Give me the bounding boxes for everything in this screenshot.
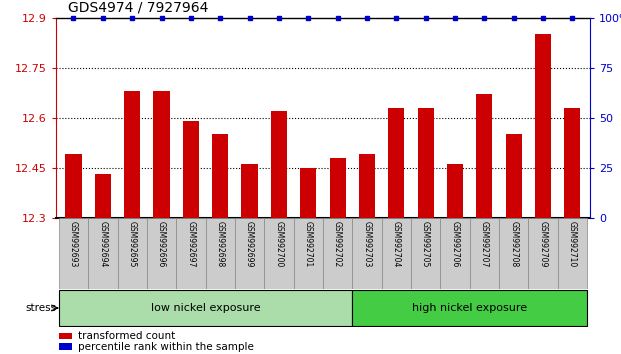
- Text: GSM992710: GSM992710: [568, 221, 577, 268]
- Bar: [505, 135, 522, 218]
- Text: GSM992698: GSM992698: [215, 221, 225, 268]
- Text: GSM992704: GSM992704: [392, 221, 401, 268]
- Bar: [382, 218, 411, 289]
- Bar: [558, 218, 587, 289]
- Bar: [183, 121, 199, 218]
- Bar: [300, 168, 316, 218]
- Text: GSM992695: GSM992695: [128, 221, 137, 268]
- Bar: [147, 218, 176, 289]
- Bar: [117, 218, 147, 289]
- Bar: [469, 218, 499, 289]
- Text: GSM992701: GSM992701: [304, 221, 313, 268]
- Text: GDS4974 / 7927964: GDS4974 / 7927964: [68, 0, 209, 14]
- Text: GSM992703: GSM992703: [363, 221, 371, 268]
- Bar: [528, 218, 558, 289]
- Bar: [499, 218, 528, 289]
- Bar: [564, 108, 581, 218]
- Bar: [294, 218, 323, 289]
- Text: GSM992694: GSM992694: [98, 221, 107, 268]
- Bar: [417, 108, 433, 218]
- Bar: [388, 108, 404, 218]
- Text: transformed count: transformed count: [78, 331, 176, 341]
- Bar: [359, 154, 375, 218]
- Bar: [153, 91, 170, 218]
- Bar: [124, 91, 140, 218]
- Bar: [88, 218, 117, 289]
- Bar: [264, 218, 294, 289]
- Text: GSM992696: GSM992696: [157, 221, 166, 268]
- Text: GSM992699: GSM992699: [245, 221, 254, 268]
- Bar: [330, 158, 346, 218]
- Bar: [476, 95, 492, 218]
- Text: GSM992693: GSM992693: [69, 221, 78, 268]
- Bar: [447, 164, 463, 218]
- Text: GSM992709: GSM992709: [538, 221, 548, 268]
- Bar: [411, 218, 440, 289]
- Text: GSM992705: GSM992705: [421, 221, 430, 268]
- Bar: [65, 154, 81, 218]
- Bar: [59, 290, 352, 326]
- Text: GSM992708: GSM992708: [509, 221, 518, 268]
- Bar: [59, 218, 88, 289]
- Bar: [535, 34, 551, 218]
- Text: GSM992700: GSM992700: [274, 221, 283, 268]
- Bar: [212, 135, 229, 218]
- Text: stress: stress: [25, 303, 57, 313]
- Text: percentile rank within the sample: percentile rank within the sample: [78, 342, 254, 352]
- Text: GSM992706: GSM992706: [450, 221, 460, 268]
- Bar: [235, 218, 264, 289]
- Text: GSM992697: GSM992697: [186, 221, 196, 268]
- Bar: [206, 218, 235, 289]
- Text: high nickel exposure: high nickel exposure: [412, 303, 527, 313]
- Bar: [176, 218, 206, 289]
- Bar: [242, 164, 258, 218]
- Bar: [352, 218, 382, 289]
- Text: GSM992702: GSM992702: [333, 221, 342, 268]
- Bar: [352, 290, 587, 326]
- Bar: [271, 111, 287, 218]
- Bar: [323, 218, 352, 289]
- Text: GSM992707: GSM992707: [480, 221, 489, 268]
- Text: low nickel exposure: low nickel exposure: [151, 303, 260, 313]
- Bar: [59, 343, 72, 350]
- Bar: [440, 218, 469, 289]
- Bar: [95, 175, 111, 218]
- Bar: [59, 333, 72, 339]
